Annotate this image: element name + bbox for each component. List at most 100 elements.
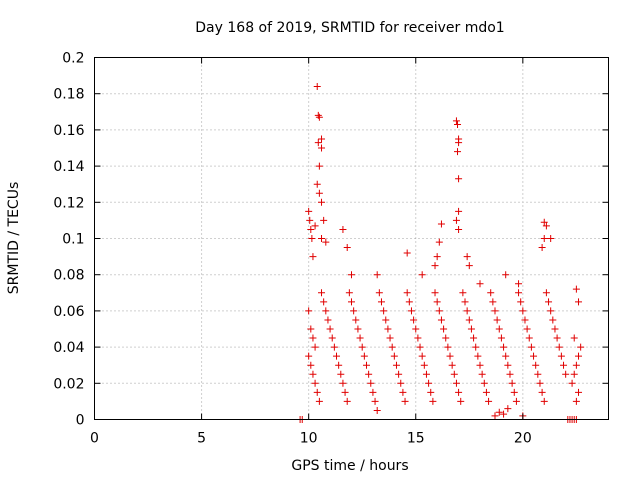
data-point xyxy=(495,325,503,333)
data-point xyxy=(367,379,375,387)
data-point xyxy=(314,139,322,147)
data-point xyxy=(575,388,583,396)
data-point xyxy=(308,235,316,242)
data-point xyxy=(557,352,565,360)
data-point xyxy=(343,244,351,252)
data-point xyxy=(318,144,326,152)
data-point xyxy=(497,334,505,342)
data-point xyxy=(459,289,467,297)
data-point xyxy=(307,325,315,333)
data-point xyxy=(358,343,366,351)
data-point xyxy=(307,361,315,369)
data-point xyxy=(313,180,321,188)
data-point xyxy=(500,343,508,351)
data-point xyxy=(373,406,381,414)
data-point xyxy=(315,113,323,121)
data-point xyxy=(422,370,430,378)
data-point xyxy=(474,352,482,360)
data-point xyxy=(313,82,321,90)
data-point xyxy=(485,397,493,405)
data-point xyxy=(525,334,533,342)
data-point xyxy=(444,343,452,351)
data-point xyxy=(311,222,319,230)
data-point xyxy=(305,207,313,215)
data-point xyxy=(437,316,445,324)
data-point xyxy=(437,220,445,228)
data-point xyxy=(572,285,580,293)
data-point xyxy=(348,298,355,306)
y-tick-label: 0.04 xyxy=(53,340,84,356)
data-point xyxy=(315,397,323,405)
x-tick-label: 10 xyxy=(300,431,318,447)
y-tick-label: 0.14 xyxy=(53,159,84,175)
y-tick-label: 0.18 xyxy=(53,87,84,103)
data-point xyxy=(553,334,561,342)
data-point xyxy=(322,307,330,315)
data-point xyxy=(431,262,439,270)
data-point xyxy=(309,334,317,342)
data-point xyxy=(403,249,411,257)
data-point xyxy=(427,388,435,396)
data-point xyxy=(414,334,422,342)
data-point xyxy=(418,352,426,360)
data-point xyxy=(322,238,330,246)
data-point xyxy=(487,289,495,297)
data-point xyxy=(570,370,578,378)
data-point xyxy=(491,412,499,420)
data-point xyxy=(502,271,510,279)
data-point xyxy=(362,361,370,369)
data-point xyxy=(512,397,520,405)
data-point xyxy=(542,222,550,230)
data-point xyxy=(435,238,443,246)
data-point xyxy=(375,289,383,297)
data-point xyxy=(540,235,548,242)
data-point xyxy=(324,316,332,324)
data-point xyxy=(454,148,462,156)
data-point xyxy=(506,370,514,378)
data-point xyxy=(568,379,576,387)
data-point xyxy=(337,370,345,378)
data-point xyxy=(352,316,360,324)
data-point xyxy=(442,334,450,342)
data-point xyxy=(433,298,441,306)
data-point xyxy=(309,253,317,261)
data-point xyxy=(523,325,531,333)
data-point xyxy=(435,307,443,315)
data-point xyxy=(418,271,426,279)
data-point xyxy=(377,298,385,306)
data-point xyxy=(333,352,341,360)
data-point xyxy=(452,379,460,387)
data-point xyxy=(395,370,403,378)
data-point xyxy=(401,397,409,405)
data-point xyxy=(314,111,322,119)
data-series xyxy=(296,82,585,423)
data-point xyxy=(549,316,557,324)
data-point xyxy=(551,325,559,333)
y-tick-label: 0.02 xyxy=(53,376,84,392)
data-point xyxy=(452,117,460,125)
data-point xyxy=(311,379,319,387)
data-point xyxy=(440,325,448,333)
data-point xyxy=(446,352,454,360)
y-axis-label: SRMTID / TECUs xyxy=(6,182,22,295)
data-point xyxy=(540,218,548,226)
data-point xyxy=(313,388,321,396)
data-point xyxy=(455,388,463,396)
data-point xyxy=(476,361,484,369)
data-point xyxy=(478,370,486,378)
data-point xyxy=(311,343,319,351)
data-point xyxy=(577,343,585,351)
data-point xyxy=(335,361,343,369)
data-point xyxy=(560,361,568,369)
data-point xyxy=(345,289,353,297)
data-point xyxy=(392,361,400,369)
data-point xyxy=(371,397,379,405)
data-point xyxy=(572,397,580,405)
data-point xyxy=(547,235,555,242)
data-point xyxy=(542,289,550,297)
data-point xyxy=(465,262,473,270)
x-axis-label: GPS time / hours xyxy=(291,458,408,474)
data-point xyxy=(407,307,415,315)
data-point xyxy=(420,361,428,369)
data-point xyxy=(461,298,469,306)
